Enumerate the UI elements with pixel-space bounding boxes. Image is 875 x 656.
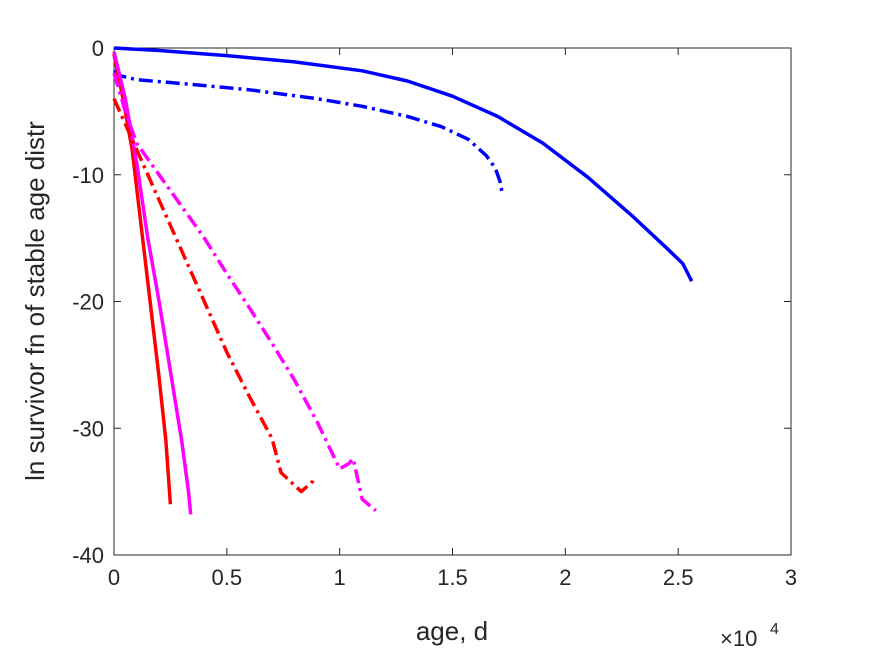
series-line-1 xyxy=(113,46,694,282)
tick-labels: 0 0.5 1 1.5 2 2.5 3 0 -10 -20 -30 -40 xyxy=(72,36,797,590)
x-tick-label: 1 xyxy=(334,565,346,590)
y-tick-label: 0 xyxy=(92,36,104,61)
x-tick-label: 1.5 xyxy=(437,565,468,590)
series-line-6 xyxy=(112,72,377,512)
series-line-2 xyxy=(112,69,504,193)
series-line-5 xyxy=(112,97,317,494)
y-tick-label: -10 xyxy=(72,163,104,188)
x-tick-label: 2.5 xyxy=(663,565,694,590)
y-tick-label: -40 xyxy=(72,543,104,568)
x-axis-label: age, d xyxy=(416,616,488,646)
x-tick-label: 0.5 xyxy=(212,565,243,590)
x-multiplier-label: ×10 xyxy=(720,626,757,651)
y-tick-label: -20 xyxy=(72,290,104,315)
x-tick-label: 3 xyxy=(785,565,797,590)
y-axis-label: ln survivor fn of stable age distr xyxy=(20,121,50,481)
series-group xyxy=(112,46,694,515)
plot-area xyxy=(113,47,792,556)
x-tick-label: 0 xyxy=(108,565,120,590)
x-tick-label: 2 xyxy=(559,565,571,590)
axis-ticks xyxy=(113,47,792,556)
x-multiplier-exponent: 4 xyxy=(770,621,779,638)
y-tick-label: -30 xyxy=(72,416,104,441)
